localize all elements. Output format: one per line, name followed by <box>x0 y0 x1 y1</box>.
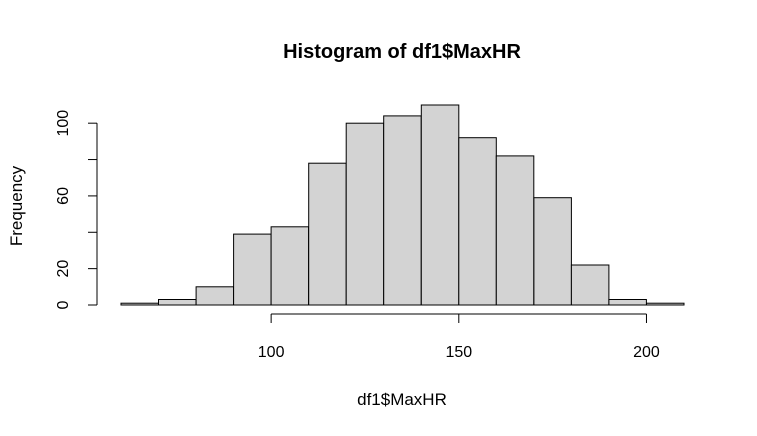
x-axis: 100 150 200 <box>258 313 660 361</box>
histogram-bar <box>233 233 272 306</box>
histogram-bar <box>495 155 535 306</box>
y-tick-label: 100 <box>55 110 72 137</box>
histogram-bar <box>158 299 197 306</box>
y-tick-label: 20 <box>55 260 72 278</box>
bars-group <box>120 104 685 306</box>
histogram-bar <box>608 299 647 306</box>
chart-title: Histogram of df1$MaxHR <box>283 41 521 63</box>
y-axis: 0 20 60 100 <box>55 110 98 309</box>
histogram-bar <box>420 104 460 306</box>
histogram-bar <box>458 137 497 306</box>
histogram-bar <box>308 162 347 306</box>
histogram-bar <box>195 286 235 306</box>
histogram-bar <box>646 302 685 306</box>
x-axis-label: df1$MaxHR <box>357 390 447 409</box>
x-tick-label: 200 <box>633 344 660 361</box>
histogram-bar <box>345 122 385 306</box>
x-tick-label: 100 <box>258 344 285 361</box>
y-axis-label: Frequency <box>7 165 26 246</box>
y-tick-label: 60 <box>55 187 72 205</box>
histogram-bar <box>570 264 610 306</box>
histogram-bar <box>533 197 572 306</box>
y-tick-label: 0 <box>55 300 72 309</box>
histogram-bar <box>270 226 310 306</box>
x-tick-label: 150 <box>445 344 472 361</box>
histogram-bar <box>383 115 422 306</box>
histogram-bar <box>120 302 159 306</box>
